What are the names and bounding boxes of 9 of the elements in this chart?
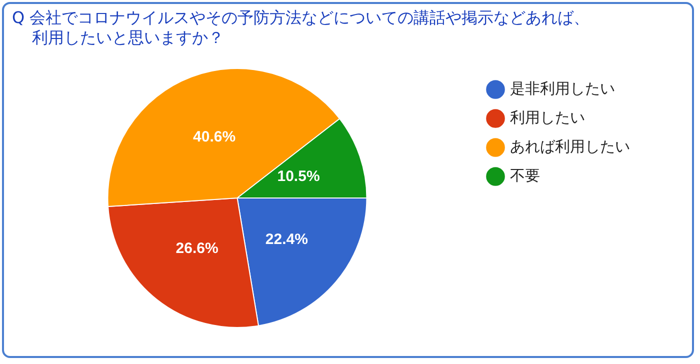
data-label: 26.6% [176, 240, 218, 257]
legend-label: あれば利用したい [510, 137, 630, 156]
legend-label: 不要 [510, 166, 540, 184]
data-label: 22.4% [265, 231, 308, 248]
data-label: 40.6% [193, 128, 236, 146]
chart-title: Q 会社でコロナウイルスやその予防方法などについての講話や掲示などあれば、利用したいと思いますか？ [12, 8, 591, 48]
legend-label: 利用したい [510, 108, 585, 126]
data-label: 10.5% [277, 168, 320, 186]
legend-label: 是非利用したい [510, 79, 615, 98]
